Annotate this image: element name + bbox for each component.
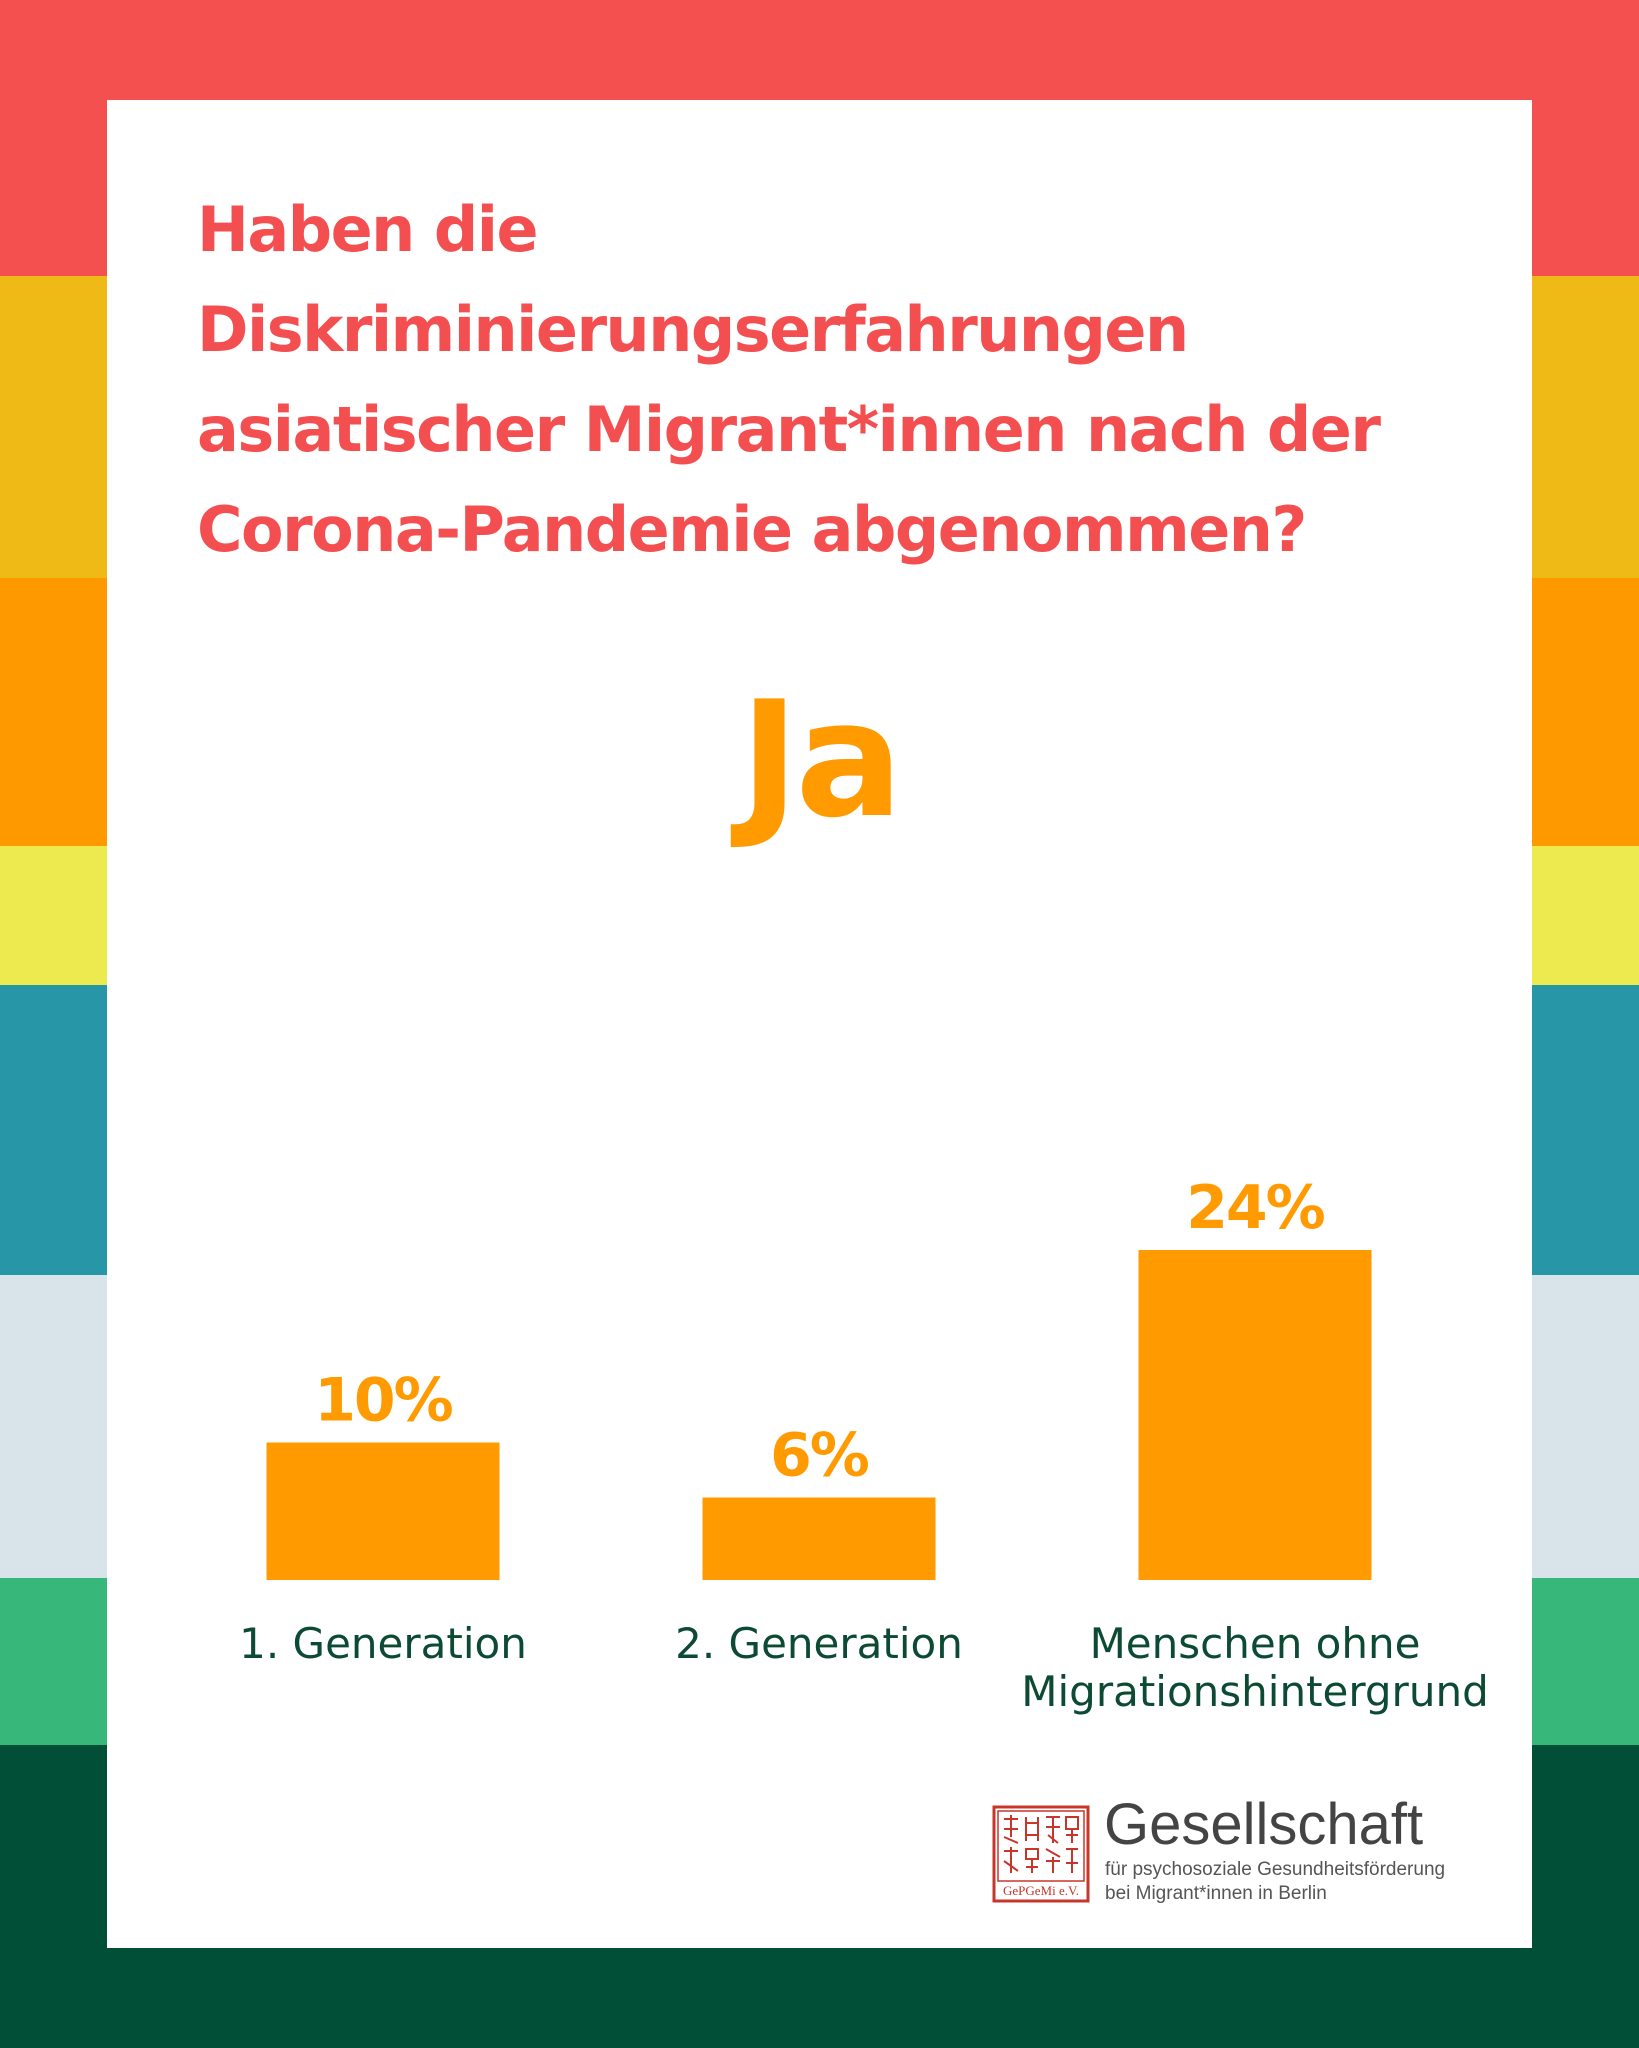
seal-stamp-icon: GePGeMi e.V. bbox=[992, 1805, 1090, 1903]
seal-text: GePGeMi e.V. bbox=[1003, 1883, 1079, 1898]
bar-3 bbox=[1138, 1250, 1372, 1580]
organization-tagline-2: bei Migrant*innen in Berlin bbox=[1105, 1883, 1327, 1904]
value-label-2: 6% bbox=[770, 1421, 869, 1491]
category-label-2: 2. Generation bbox=[675, 1619, 963, 1668]
content-card: Haben die Diskriminierungserfahrungen as… bbox=[107, 100, 1532, 1948]
chart-subtitle: Ja bbox=[739, 666, 904, 853]
chart-title: Haben die Diskriminierungserfahrungen as… bbox=[197, 193, 1381, 566]
organization-name: Gesellschaft bbox=[1104, 1792, 1424, 1857]
organization-logo: GePGeMi e.V. Gesellschaft für psychosozi… bbox=[992, 1792, 1492, 1910]
bar-2 bbox=[702, 1497, 936, 1580]
value-label-3: 24% bbox=[1186, 1173, 1324, 1243]
organization-tagline-1: für psychosoziale Gesundheitsförderung bbox=[1105, 1859, 1446, 1880]
bar-chart: 10% 1. Generation 6% 2. Generation 24% Mensch… bbox=[239, 1173, 1489, 1716]
value-label-1: 10% bbox=[314, 1366, 452, 1436]
bar-1 bbox=[266, 1442, 500, 1580]
category-label-1: 1. Generation bbox=[239, 1619, 527, 1668]
category-label-3: Menschen ohne Migrationshintergrund bbox=[1021, 1619, 1488, 1716]
